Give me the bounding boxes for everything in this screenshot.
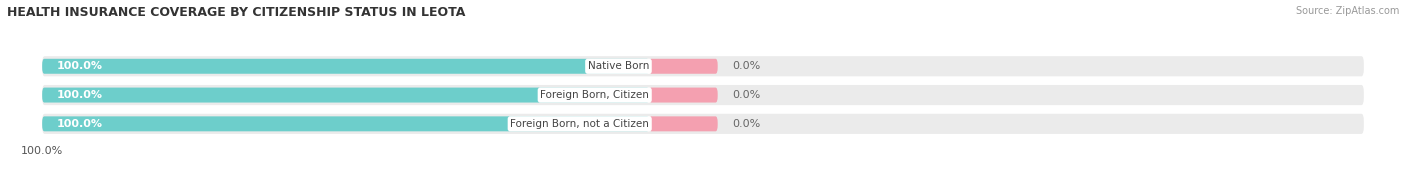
Text: HEALTH INSURANCE COVERAGE BY CITIZENSHIP STATUS IN LEOTA: HEALTH INSURANCE COVERAGE BY CITIZENSHIP… xyxy=(7,6,465,19)
Text: Native Born: Native Born xyxy=(588,61,650,71)
Legend: With Coverage, Without Coverage: With Coverage, Without Coverage xyxy=(517,195,756,196)
Text: 0.0%: 0.0% xyxy=(733,119,761,129)
Text: 0.0%: 0.0% xyxy=(733,90,761,100)
FancyBboxPatch shape xyxy=(42,56,1364,76)
FancyBboxPatch shape xyxy=(650,59,717,74)
Text: 100.0%: 100.0% xyxy=(56,90,103,100)
FancyBboxPatch shape xyxy=(42,59,650,74)
FancyBboxPatch shape xyxy=(42,116,650,131)
FancyBboxPatch shape xyxy=(650,88,717,103)
FancyBboxPatch shape xyxy=(42,85,1364,105)
Text: Source: ZipAtlas.com: Source: ZipAtlas.com xyxy=(1295,6,1399,16)
FancyBboxPatch shape xyxy=(42,88,650,103)
Text: 100.0%: 100.0% xyxy=(56,119,103,129)
Text: Foreign Born, not a Citizen: Foreign Born, not a Citizen xyxy=(510,119,650,129)
Text: Foreign Born, Citizen: Foreign Born, Citizen xyxy=(540,90,650,100)
Text: 100.0%: 100.0% xyxy=(56,61,103,71)
Text: 0.0%: 0.0% xyxy=(733,61,761,71)
FancyBboxPatch shape xyxy=(650,116,717,131)
FancyBboxPatch shape xyxy=(42,114,1364,134)
